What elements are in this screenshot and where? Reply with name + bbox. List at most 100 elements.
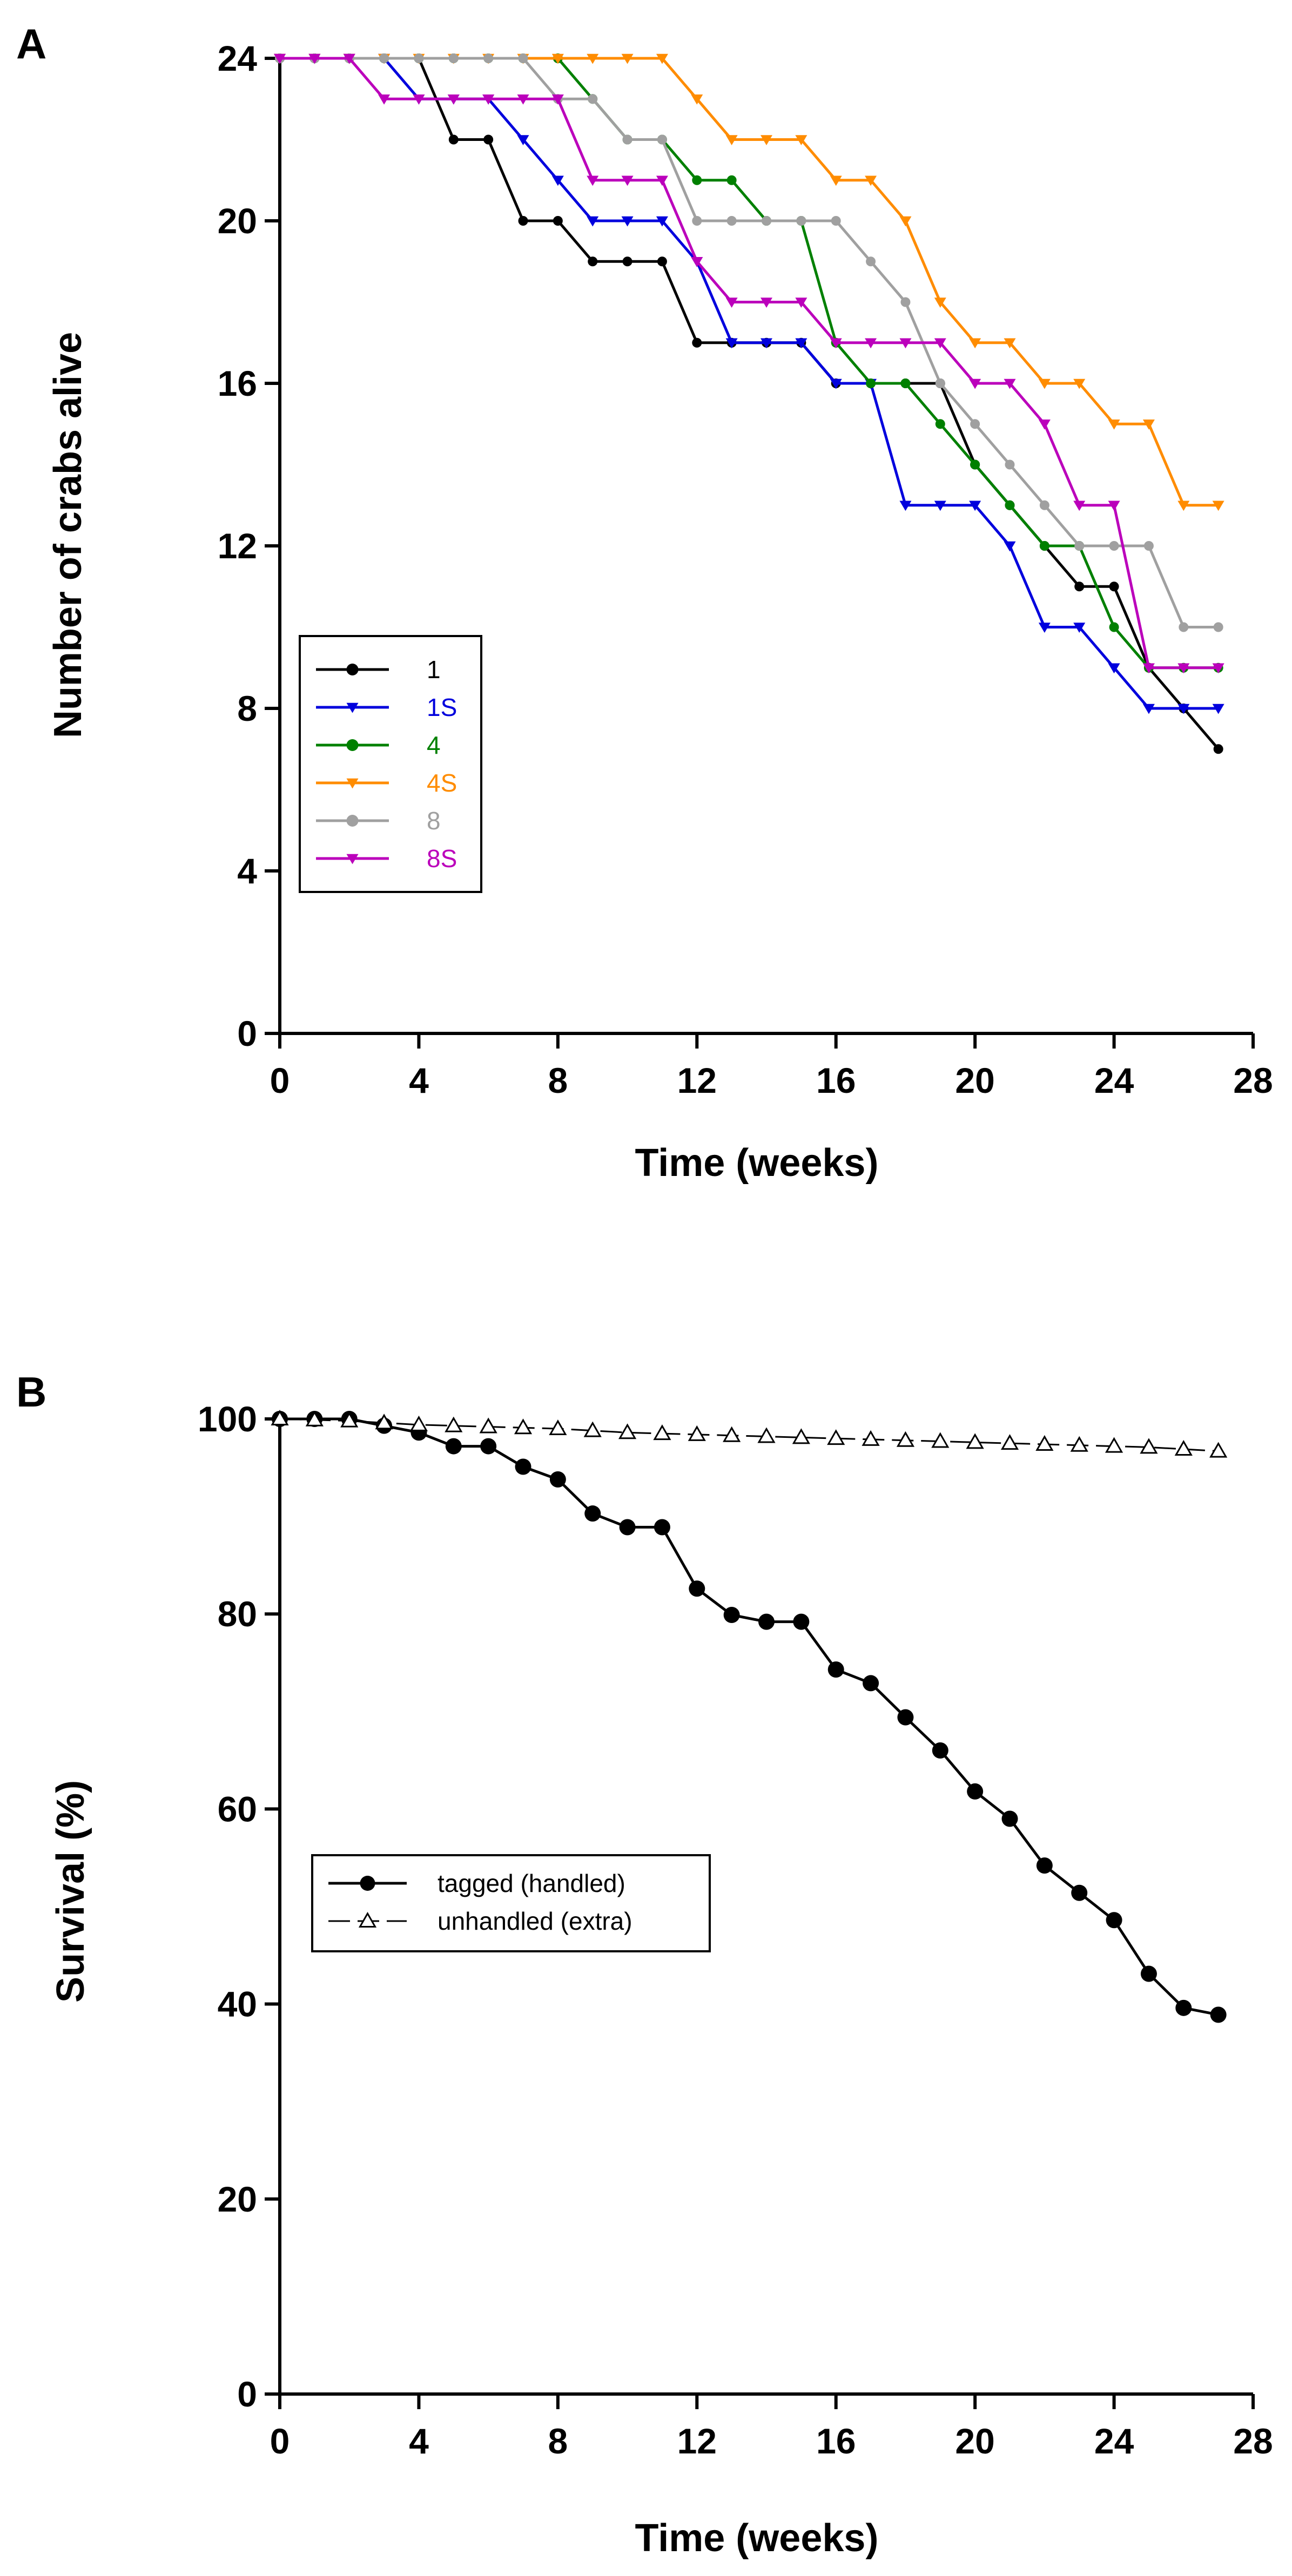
panel-a-series-8-point (414, 53, 424, 63)
panel-a-series-4s-point (899, 216, 912, 227)
panel-a-series-8-point (1074, 541, 1085, 551)
panel-a-series-4s-point (725, 135, 738, 145)
panel-a-series-8s-point (691, 257, 703, 267)
panel-b-series-tagged-handled-point (1106, 1912, 1122, 1929)
panel-a-series-4s-point (865, 175, 877, 186)
panel-b-series-tagged-handled-point (654, 1519, 670, 1536)
panel-a-legend: 1 1S 4 4S 8 8S (299, 635, 482, 893)
panel-a-series-4-point (970, 459, 980, 470)
panel-a-y-tick-label: 24 (218, 38, 258, 78)
panel-b: B 0 4 8 12 16 20 24 28 0 20 40 60 80 100 Time (weeks)… (16, 1368, 1273, 2560)
panel-b-x-tick-label: 4 (409, 2421, 429, 2461)
panel-b-x-tick-label: 12 (677, 2421, 717, 2461)
panel-a-y-tick-label: 0 (237, 1013, 257, 1053)
panel-a-series-4s-point (761, 135, 772, 145)
panel-a-series-8-point (796, 216, 806, 226)
panel-b-series-tagged-handled-point (1175, 1999, 1192, 2016)
panel-a-plot: 0 4 8 12 16 20 24 28 0 4 8 12 16 20 24 (218, 38, 1273, 1100)
panel-b-legend-entry: unhandled (extra) (328, 1907, 632, 1935)
panel-a-series-8-point (900, 297, 911, 307)
panel-a-series-8s-point (1073, 501, 1086, 511)
panel-a-series-4s-point (1177, 501, 1190, 511)
panel-a-x-tick-label: 20 (955, 1060, 994, 1100)
panel-a-legend-label: 1S (427, 693, 457, 721)
panel-b-series-unhandled-extra-point (583, 1421, 602, 1437)
panel-b-series-unhandled-extra-point (1000, 1434, 1019, 1450)
panel-b-legend-entry: tagged (handled) (328, 1869, 625, 1897)
panel-a-legend-label: 8S (427, 844, 457, 873)
panel-b-series-unhandled-extra-point (723, 1426, 741, 1442)
panel-b-series-unhandled-extra-point (966, 1433, 984, 1449)
panel-a-series-8s (274, 53, 1224, 674)
panel-b-series-unhandled-extra-point (618, 1423, 637, 1439)
panel-a-series-1s-point (969, 501, 981, 511)
panel-b-legend-marker (358, 1911, 377, 1928)
panel-a-y-tick-label: 20 (218, 201, 257, 241)
panel-a-series-1-point (692, 337, 702, 348)
panel-b-series-unhandled-extra-point (1140, 1438, 1158, 1454)
panel-a-series-1s-point (587, 216, 599, 227)
panel-a-series-4-point (935, 419, 945, 429)
panel-b-series-unhandled-extra-point (1035, 1435, 1054, 1451)
panel-a-series-8s-point (1004, 378, 1016, 389)
panel-a-series-8-point (448, 53, 459, 63)
panel-a-legend-label: 8 (427, 807, 441, 835)
panel-a-series-1s-point (1212, 704, 1224, 714)
panel-a-series-4s-point (1073, 378, 1086, 389)
panel-a-series-4s-point (551, 53, 564, 64)
panel-a-series-1s-point (1073, 623, 1086, 633)
panel-a-series-1s-point (1108, 663, 1120, 674)
panel-a-series-1-point (622, 256, 632, 267)
panel-b-series-unhandled-extra-point (931, 1432, 950, 1448)
panel-a-series-8s-point (587, 175, 599, 186)
panel-b-series-tagged-handled-point (723, 1607, 740, 1624)
panel-b-series-unhandled-extra (271, 1409, 1228, 1458)
panel-a-y-tick-label: 8 (237, 688, 257, 728)
panel-a-series-1s-point (934, 501, 946, 511)
panel-a-x-tick-label: 24 (1094, 1060, 1134, 1100)
panel-b-y-tick-label: 60 (218, 1789, 257, 1829)
panel-b-series-tagged-handled-point (584, 1505, 601, 1522)
panel-a-series-8-point (622, 134, 632, 145)
panel-b-legend-label: tagged (handled) (438, 1869, 625, 1897)
panel-a-series-8s-point (830, 338, 842, 349)
panel-a-legend-marker (346, 739, 359, 751)
panel-b-series-tagged-handled-point (897, 1709, 914, 1726)
panel-a-series-1-point (553, 216, 563, 226)
panel-b-series-tagged-handled-point (619, 1519, 636, 1536)
panel-a-series-8s-point (517, 94, 529, 105)
panel-a-series-8s-point (656, 175, 668, 186)
panel-b-legend: tagged (handled) unhandled (extra) (311, 1854, 711, 1952)
panel-b-x-tick-label: 28 (1233, 2421, 1273, 2461)
panel-a-series-8s-point (413, 94, 425, 105)
panel-b-series-unhandled-extra-point (479, 1417, 497, 1434)
panel-b-series-unhandled-extra-point (340, 1411, 359, 1428)
panel-b-series-tagged-handled-point (445, 1438, 462, 1455)
panel-b-series-unhandled-extra-point (827, 1429, 845, 1445)
panel-b-series-tagged-handled-point (689, 1580, 705, 1597)
panel-b-series-unhandled-extra-point (1174, 1439, 1193, 1456)
panel-a-series-4s-point (656, 53, 668, 64)
panel-b-x-tick-label: 24 (1094, 2421, 1134, 2461)
panel-a-series-8s-point (447, 94, 460, 105)
panel-a-series-1s-point (795, 338, 808, 349)
panel-a-series-8-point (588, 94, 598, 104)
panel-a-series-4-point (1005, 500, 1015, 510)
panel-a-series-8-point (1039, 500, 1049, 510)
panel-a-series-8s-point (865, 338, 877, 349)
panel-a-legend-entry: 4 (316, 731, 441, 759)
panel-a-series-4s-point (587, 53, 599, 64)
panel-b-series-unhandled-extra-point (688, 1425, 706, 1441)
panel-b-series-unhandled-extra-point (653, 1424, 671, 1441)
panel-a-series-1-point (657, 256, 667, 267)
panel-a-series-1s-point (656, 216, 668, 227)
panel-a-series-8s-point (551, 94, 564, 105)
panel-a-legend-label: 1 (427, 655, 441, 684)
panel-b-series-tagged-handled-point (967, 1783, 984, 1800)
panel-a-series-1s-point (830, 378, 842, 389)
panel-b-series-unhandled-extra-line (279, 1418, 1219, 1452)
panel-b-series-tagged-handled-point (1140, 1965, 1157, 1982)
panel-a-x-tick-label: 12 (677, 1060, 717, 1100)
panel-b-series-tagged-handled-line (280, 1417, 1219, 2016)
panel-a-x-tick-label: 16 (816, 1060, 856, 1100)
